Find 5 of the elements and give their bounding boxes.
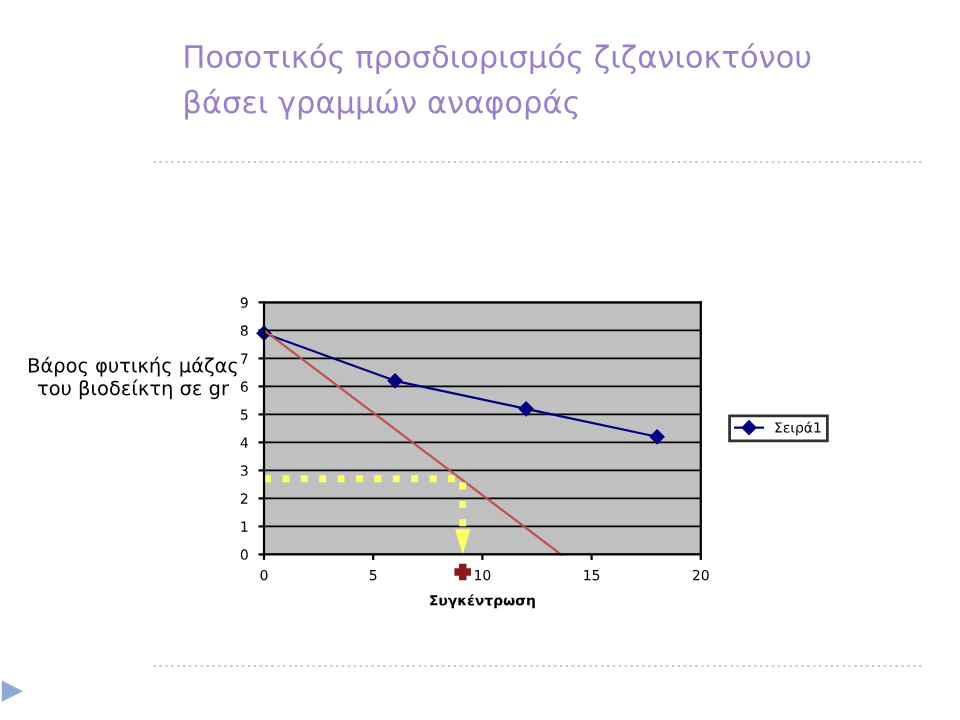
point <box>518 401 534 417</box>
point <box>387 373 403 389</box>
point <box>649 429 665 445</box>
chart-title: Ποσοτικός προσδιορισμός ζιζανιοκτόνου βάσει γραμμών αναφοράς <box>185 43 811 120</box>
y-axis-title: Βάρος φυτικής μάζας του βιοδείκτη σε gr <box>29 356 237 400</box>
